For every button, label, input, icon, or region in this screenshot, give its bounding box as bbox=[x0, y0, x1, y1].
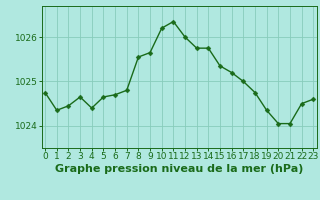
X-axis label: Graphe pression niveau de la mer (hPa): Graphe pression niveau de la mer (hPa) bbox=[55, 164, 303, 174]
